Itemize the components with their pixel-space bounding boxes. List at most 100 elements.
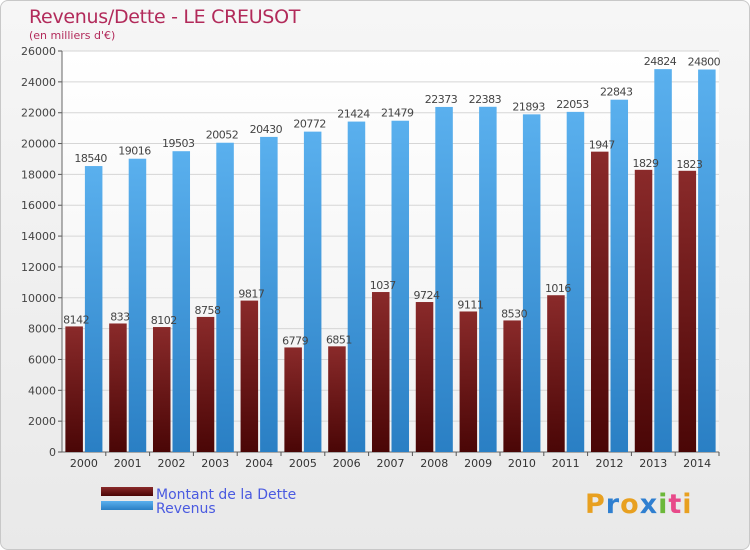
bar-dette <box>371 292 390 452</box>
data-label-revenus: 22383 <box>469 93 502 106</box>
data-label-revenus: 21479 <box>381 107 414 120</box>
x-tick-label: 2014 <box>683 457 711 470</box>
data-label-revenus: 19503 <box>162 137 195 150</box>
data-label-dette: 6779 <box>282 334 308 347</box>
x-tick-label: 2007 <box>377 457 405 470</box>
bar-revenus <box>347 121 366 453</box>
bar-revenus <box>566 111 585 453</box>
bar-revenus <box>522 114 541 452</box>
x-tick-label: 2002 <box>158 457 186 470</box>
y-tick-label: 12000 <box>21 261 56 274</box>
chart-subtitle: (en milliers d'€) <box>29 29 116 42</box>
data-label-dette: 1037 <box>370 279 396 292</box>
legend-swatch <box>101 501 153 510</box>
x-tick-label: 2013 <box>639 457 667 470</box>
bar-revenus <box>172 151 191 452</box>
data-label-dette: 8102 <box>151 314 177 327</box>
data-label-dette: 6851 <box>326 333 352 346</box>
logo-letter: r <box>605 489 621 520</box>
logo-letter: P <box>585 489 606 520</box>
data-label-dette: 833 <box>110 310 130 323</box>
y-tick-label: 24000 <box>21 76 56 89</box>
y-tick-label: 22000 <box>21 107 56 120</box>
bar-dette <box>65 326 83 452</box>
data-label-revenus: 22053 <box>556 98 589 111</box>
y-tick-label: 18000 <box>21 168 56 181</box>
data-label-revenus: 22373 <box>425 93 458 106</box>
bar-revenus <box>303 131 322 453</box>
legend-swatch <box>101 487 153 496</box>
x-tick-label: 2003 <box>201 457 229 470</box>
bar-dette <box>328 346 346 452</box>
data-label-revenus: 21424 <box>337 108 370 121</box>
data-label-revenus: 20052 <box>206 129 239 142</box>
data-label-dette: 1829 <box>633 157 659 170</box>
bar-revenus <box>654 69 672 452</box>
logo-letter: o <box>620 489 640 520</box>
bar-revenus <box>610 99 629 453</box>
y-tick-label: 2000 <box>28 415 56 428</box>
proxiti-logo: Proxiti <box>585 489 693 520</box>
y-tick-label: 26000 <box>21 45 56 58</box>
legend-label: Montant de la Dette <box>156 487 296 503</box>
legend-label: Revenus <box>156 501 216 517</box>
data-label-dette: 9724 <box>414 289 440 302</box>
data-label-revenus: 21893 <box>512 100 545 113</box>
x-tick-label: 2005 <box>289 457 317 470</box>
x-tick-label: 2000 <box>70 457 98 470</box>
data-label-revenus: 20430 <box>250 123 283 136</box>
data-label-dette: 9817 <box>238 288 264 301</box>
data-label-revenus: 24824 <box>644 55 677 68</box>
data-label-dette: 9111 <box>457 298 483 311</box>
bar-dette <box>284 347 302 452</box>
data-label-revenus: 20772 <box>293 118 326 131</box>
bar-dette <box>109 323 127 452</box>
logo-letter: i <box>682 489 693 520</box>
y-tick-label: 8000 <box>28 323 56 336</box>
y-tick-label: 0 <box>49 446 56 459</box>
data-label-dette: 8758 <box>195 304 221 317</box>
data-label-revenus: 18540 <box>74 152 107 165</box>
plot-area <box>62 51 719 452</box>
bar-revenus <box>479 106 497 452</box>
bar-dette <box>459 311 478 452</box>
bar-dette <box>152 327 171 452</box>
logo-letter: x <box>639 489 659 520</box>
bar-dette <box>503 320 521 452</box>
bar-revenus <box>84 166 103 452</box>
chart-title: Revenus/Dette - LE CREUSOT <box>29 6 301 28</box>
data-label-dette: 1823 <box>676 158 702 171</box>
x-tick-label: 2010 <box>508 457 536 470</box>
y-tick-label: 16000 <box>21 199 56 212</box>
data-label-dette: 8142 <box>63 313 89 326</box>
bar-dette <box>678 170 697 453</box>
data-label-revenus: 24800 <box>688 56 721 69</box>
data-label-revenus: 19016 <box>118 145 151 158</box>
data-label-revenus: 22843 <box>600 86 633 99</box>
x-tick-label: 2012 <box>596 457 624 470</box>
x-tick-label: 2004 <box>245 457 273 470</box>
bar-dette <box>547 295 565 452</box>
y-tick-label: 6000 <box>28 353 56 366</box>
data-label-dette: 1947 <box>589 139 615 152</box>
bar-dette <box>590 151 609 452</box>
bar-revenus <box>698 69 716 452</box>
bar-dette <box>634 169 653 452</box>
bar-dette <box>196 316 215 452</box>
y-tick-label: 4000 <box>28 384 56 397</box>
logo-letter: i <box>658 489 669 520</box>
x-tick-label: 2001 <box>114 457 142 470</box>
x-tick-label: 2011 <box>552 457 580 470</box>
bar-revenus <box>216 142 234 453</box>
y-tick-label: 14000 <box>21 230 56 243</box>
data-label-dette: 1016 <box>545 282 571 295</box>
logo-letter: t <box>668 489 683 520</box>
bar-revenus <box>435 106 453 452</box>
bar-revenus <box>260 136 278 452</box>
y-tick-label: 20000 <box>21 138 56 151</box>
bar-dette <box>415 302 434 452</box>
bar-revenus <box>128 158 147 452</box>
y-tick-label: 10000 <box>21 292 56 305</box>
